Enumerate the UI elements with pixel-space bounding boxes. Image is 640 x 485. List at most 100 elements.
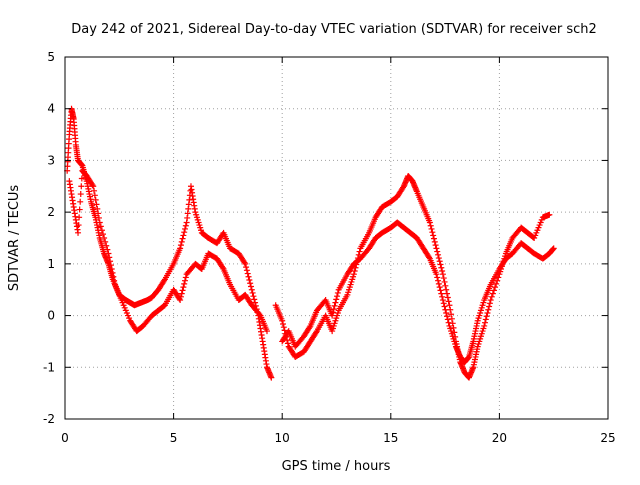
data-point bbox=[178, 238, 185, 245]
data-point bbox=[445, 298, 452, 305]
data-point bbox=[447, 306, 454, 313]
data-point bbox=[177, 297, 184, 304]
y-tick-label: 5 bbox=[47, 50, 55, 64]
y-tick-label: 4 bbox=[47, 102, 55, 116]
data-point bbox=[284, 340, 291, 347]
y-axis-title: SDTVAR / TECUs bbox=[7, 185, 22, 292]
data-point bbox=[444, 290, 450, 297]
data-point bbox=[356, 248, 363, 255]
data-point bbox=[483, 313, 490, 320]
data-point bbox=[430, 235, 437, 242]
data-point bbox=[439, 271, 446, 278]
grid bbox=[65, 57, 608, 419]
data-point bbox=[97, 223, 104, 230]
data-point bbox=[78, 175, 85, 182]
data-point bbox=[161, 277, 168, 284]
data-point bbox=[109, 269, 116, 276]
data-point bbox=[481, 322, 488, 329]
data-point bbox=[487, 297, 494, 304]
data-point bbox=[96, 219, 103, 226]
data-point bbox=[329, 309, 336, 316]
data-point bbox=[248, 286, 255, 293]
data-point bbox=[98, 227, 105, 234]
x-axis-title: GPS time / hours bbox=[282, 459, 391, 474]
data-point bbox=[91, 187, 98, 194]
data-point bbox=[306, 324, 313, 331]
data-point bbox=[268, 374, 275, 381]
data-point bbox=[334, 289, 341, 296]
data-point bbox=[492, 284, 499, 291]
data-point bbox=[75, 229, 82, 236]
data-point bbox=[485, 306, 492, 313]
data-point bbox=[351, 267, 358, 274]
data-point bbox=[488, 293, 495, 300]
data-point bbox=[437, 287, 444, 294]
data-point bbox=[182, 222, 189, 229]
data-point bbox=[77, 191, 84, 198]
data-point bbox=[182, 277, 189, 284]
data-point bbox=[102, 238, 109, 245]
data-point bbox=[100, 231, 107, 238]
data-point bbox=[486, 300, 493, 307]
data-point bbox=[250, 293, 257, 300]
data-point bbox=[442, 282, 449, 289]
data-point bbox=[441, 278, 448, 285]
data-point bbox=[177, 293, 184, 300]
data-point bbox=[101, 235, 108, 241]
data-point bbox=[76, 214, 83, 221]
data-point bbox=[77, 198, 84, 205]
data-point bbox=[428, 225, 435, 232]
data-point bbox=[450, 324, 457, 331]
data-point bbox=[91, 192, 98, 199]
data-point bbox=[280, 320, 287, 327]
data-point bbox=[427, 222, 434, 229]
data-point bbox=[430, 232, 437, 239]
data-point bbox=[89, 181, 96, 188]
data-point bbox=[105, 250, 112, 257]
data-point bbox=[444, 313, 450, 320]
axis-ticks: 0 5 10 15 20 25 -2 -1 0 1 2 3 4 5 bbox=[43, 50, 616, 445]
data-point bbox=[438, 290, 445, 297]
data-point bbox=[177, 245, 184, 252]
data-point bbox=[443, 309, 450, 316]
data-point bbox=[448, 315, 455, 322]
data-point bbox=[247, 280, 254, 287]
data-point bbox=[439, 293, 446, 300]
x-tick-label: 25 bbox=[600, 431, 615, 445]
data-point bbox=[437, 261, 444, 268]
data-point bbox=[433, 271, 440, 278]
data-point bbox=[439, 297, 446, 304]
y-tick-label: 3 bbox=[47, 153, 55, 167]
data-point bbox=[440, 275, 447, 282]
data-point bbox=[435, 251, 442, 258]
data-point bbox=[246, 277, 253, 284]
data-point bbox=[438, 264, 445, 271]
data-point bbox=[484, 309, 491, 316]
data-point bbox=[482, 319, 489, 326]
data-point bbox=[182, 225, 189, 232]
data-point bbox=[251, 296, 258, 303]
data-points bbox=[64, 105, 557, 381]
data-point bbox=[435, 277, 442, 284]
data-point bbox=[107, 262, 114, 269]
data-point bbox=[241, 259, 248, 266]
data-point bbox=[490, 287, 497, 294]
data-point bbox=[282, 330, 289, 337]
data-point bbox=[443, 286, 450, 293]
data-point bbox=[354, 258, 361, 265]
data-point bbox=[242, 260, 249, 267]
data-point bbox=[247, 283, 254, 290]
data-point bbox=[451, 329, 458, 336]
y-tick-label: 1 bbox=[47, 257, 55, 271]
data-point bbox=[280, 324, 287, 331]
data-point bbox=[94, 205, 101, 212]
data-point bbox=[219, 264, 226, 271]
data-point bbox=[333, 296, 340, 303]
data-point bbox=[111, 277, 118, 284]
data-point bbox=[103, 242, 110, 249]
data-point bbox=[256, 311, 263, 318]
data-point bbox=[495, 274, 502, 281]
data-point bbox=[435, 255, 442, 262]
